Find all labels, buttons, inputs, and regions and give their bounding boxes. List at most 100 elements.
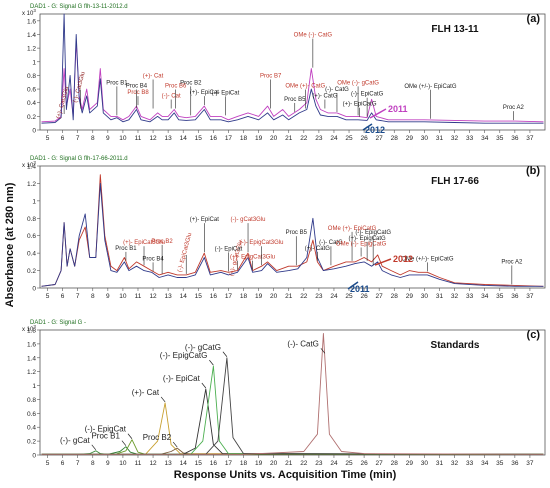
peak-annotation: Proc B1 xyxy=(106,80,128,116)
x-tick-label: 11 xyxy=(135,293,142,300)
annotation-arrow xyxy=(222,351,228,357)
x-tick-label: 9 xyxy=(106,135,110,142)
x-tick-label: 24 xyxy=(330,135,338,142)
peak-annotation: (-)- CatG xyxy=(319,240,343,266)
peak-annotation: (-)- Cat xyxy=(162,94,181,109)
x-tick-label: 25 xyxy=(345,293,353,300)
series-tag-arrow xyxy=(347,281,359,290)
annotation-arrow xyxy=(160,396,166,403)
peak-annotation: (+)- EpiCat3Glu xyxy=(123,240,165,266)
annotation-label: OMe (+)- CatG xyxy=(285,84,325,90)
y-tick-label: 0.4 xyxy=(27,425,36,432)
x-tick-label: 26 xyxy=(360,135,368,142)
y-tick-label: 1.4 xyxy=(27,164,36,171)
annotation-label: (-)- EpiCat xyxy=(163,374,201,383)
series-tag-label: 2011 xyxy=(350,284,370,294)
peak-annotation: (+)- EpiCat xyxy=(190,217,220,253)
annotation-label: (+)- CatG xyxy=(312,94,338,100)
panel-2-frame xyxy=(39,165,546,289)
annotation-label: OMe (+/-)- EpiCatG xyxy=(404,84,457,90)
annotation-label: (+)- CatG xyxy=(305,246,331,252)
x-tick-label: 15 xyxy=(195,460,203,467)
annotation-label: (-)- CatG xyxy=(319,240,343,246)
x-tick-label: 27 xyxy=(376,460,384,467)
x-tick-label: 36 xyxy=(511,460,519,467)
peak-annotation: Proc A2 xyxy=(501,259,523,285)
annotation-label: Proc B4 xyxy=(126,84,148,90)
panel-1-exponent: x 103 xyxy=(22,8,36,17)
x-tick-label: 20 xyxy=(270,135,278,142)
y-tick-label: 1.6 xyxy=(27,18,36,25)
x-tick-label: 13 xyxy=(165,135,173,142)
x-tick-label: 32 xyxy=(451,135,459,142)
x-tick-label: 23 xyxy=(315,460,323,467)
x-tick-label: 8 xyxy=(91,293,95,300)
x-tick-label: 21 xyxy=(285,460,293,467)
series-tag: 2011 xyxy=(347,281,370,294)
y-tick-label: 0 xyxy=(32,453,36,460)
x-tick-label: 33 xyxy=(466,135,474,142)
series-tag-label: 2012 xyxy=(393,254,413,264)
x-tick-label: 12 xyxy=(149,293,157,300)
annotation-label: (+)- Cat xyxy=(143,74,164,80)
peak-annotation: Proc B2 xyxy=(151,239,173,274)
panel-3-exponent-power: 3 xyxy=(33,324,36,329)
series-tag-arrow xyxy=(362,123,373,131)
annotation-label: (-)- EpiCatG xyxy=(351,92,384,98)
annotation-label: Proc B7 xyxy=(260,74,282,80)
peak-annotation: (-)- EpiCat xyxy=(215,246,243,272)
y-tick-label: 0 xyxy=(32,286,36,293)
x-tick-label: 36 xyxy=(511,293,519,300)
annotation-label: (-)- EpigCatG xyxy=(160,351,208,360)
peak-annotation: OMe (-)- EpigCatG xyxy=(336,242,387,257)
y-tick-label: 0.4 xyxy=(27,100,36,107)
series-tag-arrow xyxy=(374,258,392,266)
annotation-label: (-)- EpigCat3Glu xyxy=(240,240,284,246)
x-tick-label: 37 xyxy=(526,460,534,467)
panel-2-letter: (b) xyxy=(526,165,540,177)
peak-annotation: (+)- EpigCat3Glu xyxy=(230,255,275,270)
x-tick-label: 22 xyxy=(300,460,308,467)
peak-annotation: Proc B8 xyxy=(127,90,149,106)
annotation-label: (-)- Cat xyxy=(162,94,181,100)
annotation-label: (+)- EpiCat xyxy=(190,90,220,96)
x-tick-label: 11 xyxy=(135,460,142,467)
panel-3-header: DAD1 - G: Signal G - xyxy=(30,320,86,326)
annotation-label: (+)- EpiCat3Glu xyxy=(123,240,165,246)
peak-annotation: Proc B6 xyxy=(165,84,187,109)
annotation-label: (+)- EpiCat xyxy=(190,217,220,223)
x-tick-label: 10 xyxy=(119,293,127,300)
y-tick-label: 0.8 xyxy=(27,73,36,80)
y-tick-label: 1.6 xyxy=(27,341,36,348)
x-tick-label: 33 xyxy=(466,293,474,300)
panel-1-frame xyxy=(39,13,546,131)
x-tick-label: 22 xyxy=(300,293,308,300)
x-tick-label: 33 xyxy=(466,460,474,467)
peak-annotation: (-)- CatG xyxy=(325,87,349,112)
x-tick-label: 35 xyxy=(496,135,504,142)
peak-annotation: OMe (+)- CatG xyxy=(285,84,326,109)
panel-1-sample-name: FLH 13-11 xyxy=(431,24,479,35)
x-tick-label: 22 xyxy=(300,135,308,142)
y-tick-label: 1.4 xyxy=(27,32,36,39)
series-tag-arrow xyxy=(369,108,387,119)
x-tick-label: 15 xyxy=(195,293,203,300)
peak-annotation: (+)- EpigCatG xyxy=(349,236,386,261)
x-tick-label: 6 xyxy=(61,135,65,142)
x-tick-label: 13 xyxy=(165,460,173,467)
y-axis-label: Absorbance (at 280 nm) xyxy=(4,182,16,307)
annotation-label: Proc A2 xyxy=(503,105,525,111)
peak-annotation: (-)- EpiCat xyxy=(212,90,240,116)
y-tick-label: 1.2 xyxy=(27,46,36,53)
peak-annotation: (+)- Cat xyxy=(143,74,164,109)
peak-annotation: Proc B7 xyxy=(260,74,282,109)
x-tick-label: 8 xyxy=(91,460,95,467)
peak-annotation: (-)- EpigCat3Glu xyxy=(240,240,284,266)
peak-annotation: (-)- EpiCat xyxy=(163,374,207,389)
annotation-label: (+)- EpiCatG xyxy=(343,102,377,108)
panel-1-header: DAD1 - G: Signal G flh-13-11-2012.d xyxy=(30,4,128,10)
y-tick-label: 0.8 xyxy=(27,397,36,404)
x-tick-label: 15 xyxy=(195,135,203,142)
x-tick-label: 37 xyxy=(526,293,534,300)
